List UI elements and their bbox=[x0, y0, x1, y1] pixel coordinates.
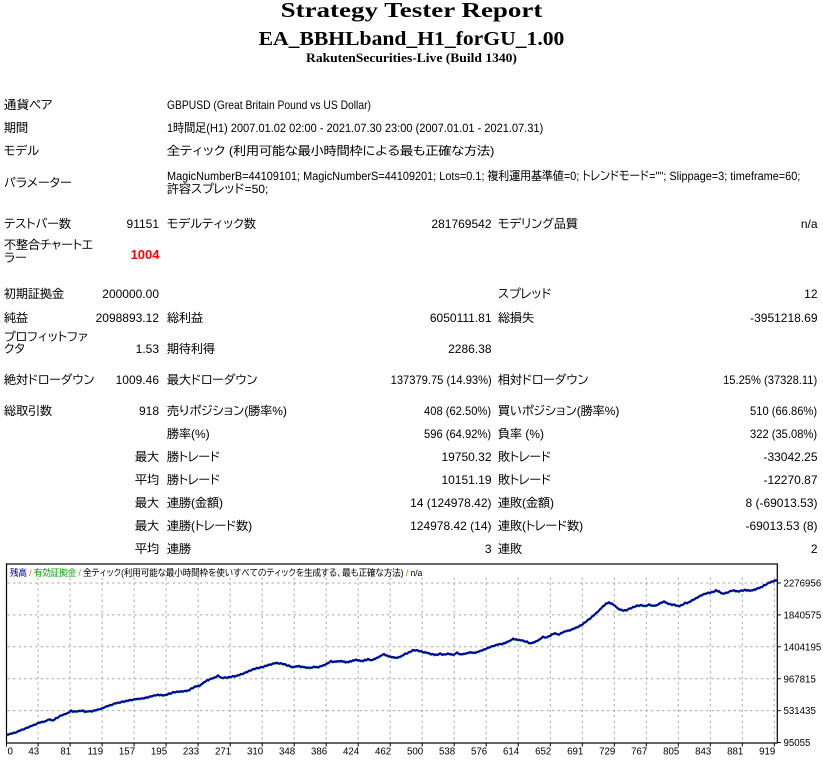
svg-text:157: 157 bbox=[119, 747, 135, 758]
svg-text:271: 271 bbox=[215, 747, 231, 758]
svg-text:729: 729 bbox=[599, 747, 615, 758]
svg-text:195: 195 bbox=[151, 747, 167, 758]
svg-text:0: 0 bbox=[8, 747, 14, 758]
svg-text:386: 386 bbox=[311, 747, 327, 758]
svg-text:462: 462 bbox=[375, 747, 391, 758]
svg-text:2276956: 2276956 bbox=[784, 579, 822, 590]
svg-text:531435: 531435 bbox=[784, 706, 816, 717]
svg-text:967815: 967815 bbox=[784, 674, 816, 685]
svg-text:81: 81 bbox=[60, 747, 71, 758]
svg-text:576: 576 bbox=[471, 747, 487, 758]
svg-text:881: 881 bbox=[727, 747, 743, 758]
svg-text:919: 919 bbox=[759, 747, 775, 758]
svg-text:43: 43 bbox=[28, 747, 39, 758]
svg-text:652: 652 bbox=[535, 747, 551, 758]
svg-text:500: 500 bbox=[407, 747, 424, 758]
svg-text:691: 691 bbox=[567, 747, 583, 758]
svg-text:95055: 95055 bbox=[784, 738, 811, 749]
svg-text:310: 310 bbox=[247, 747, 264, 758]
svg-text:614: 614 bbox=[503, 747, 520, 758]
svg-text:767: 767 bbox=[631, 747, 647, 758]
svg-text:1404195: 1404195 bbox=[784, 642, 822, 653]
svg-text:233: 233 bbox=[183, 747, 199, 758]
svg-text:1840575: 1840575 bbox=[784, 611, 822, 622]
svg-text:843: 843 bbox=[695, 747, 711, 758]
svg-text:538: 538 bbox=[439, 747, 455, 758]
svg-text:805: 805 bbox=[663, 747, 679, 758]
svg-text:119: 119 bbox=[88, 747, 103, 758]
svg-text:424: 424 bbox=[343, 747, 360, 758]
svg-text:348: 348 bbox=[279, 747, 295, 758]
